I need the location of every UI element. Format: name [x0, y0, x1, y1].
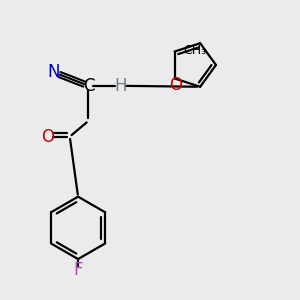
Text: F: F — [73, 261, 83, 279]
Text: N: N — [47, 63, 60, 81]
Text: O: O — [41, 128, 54, 146]
Text: H: H — [114, 77, 127, 95]
Text: O: O — [169, 76, 183, 94]
Text: CH₃: CH₃ — [183, 44, 206, 57]
Text: C: C — [83, 77, 94, 95]
